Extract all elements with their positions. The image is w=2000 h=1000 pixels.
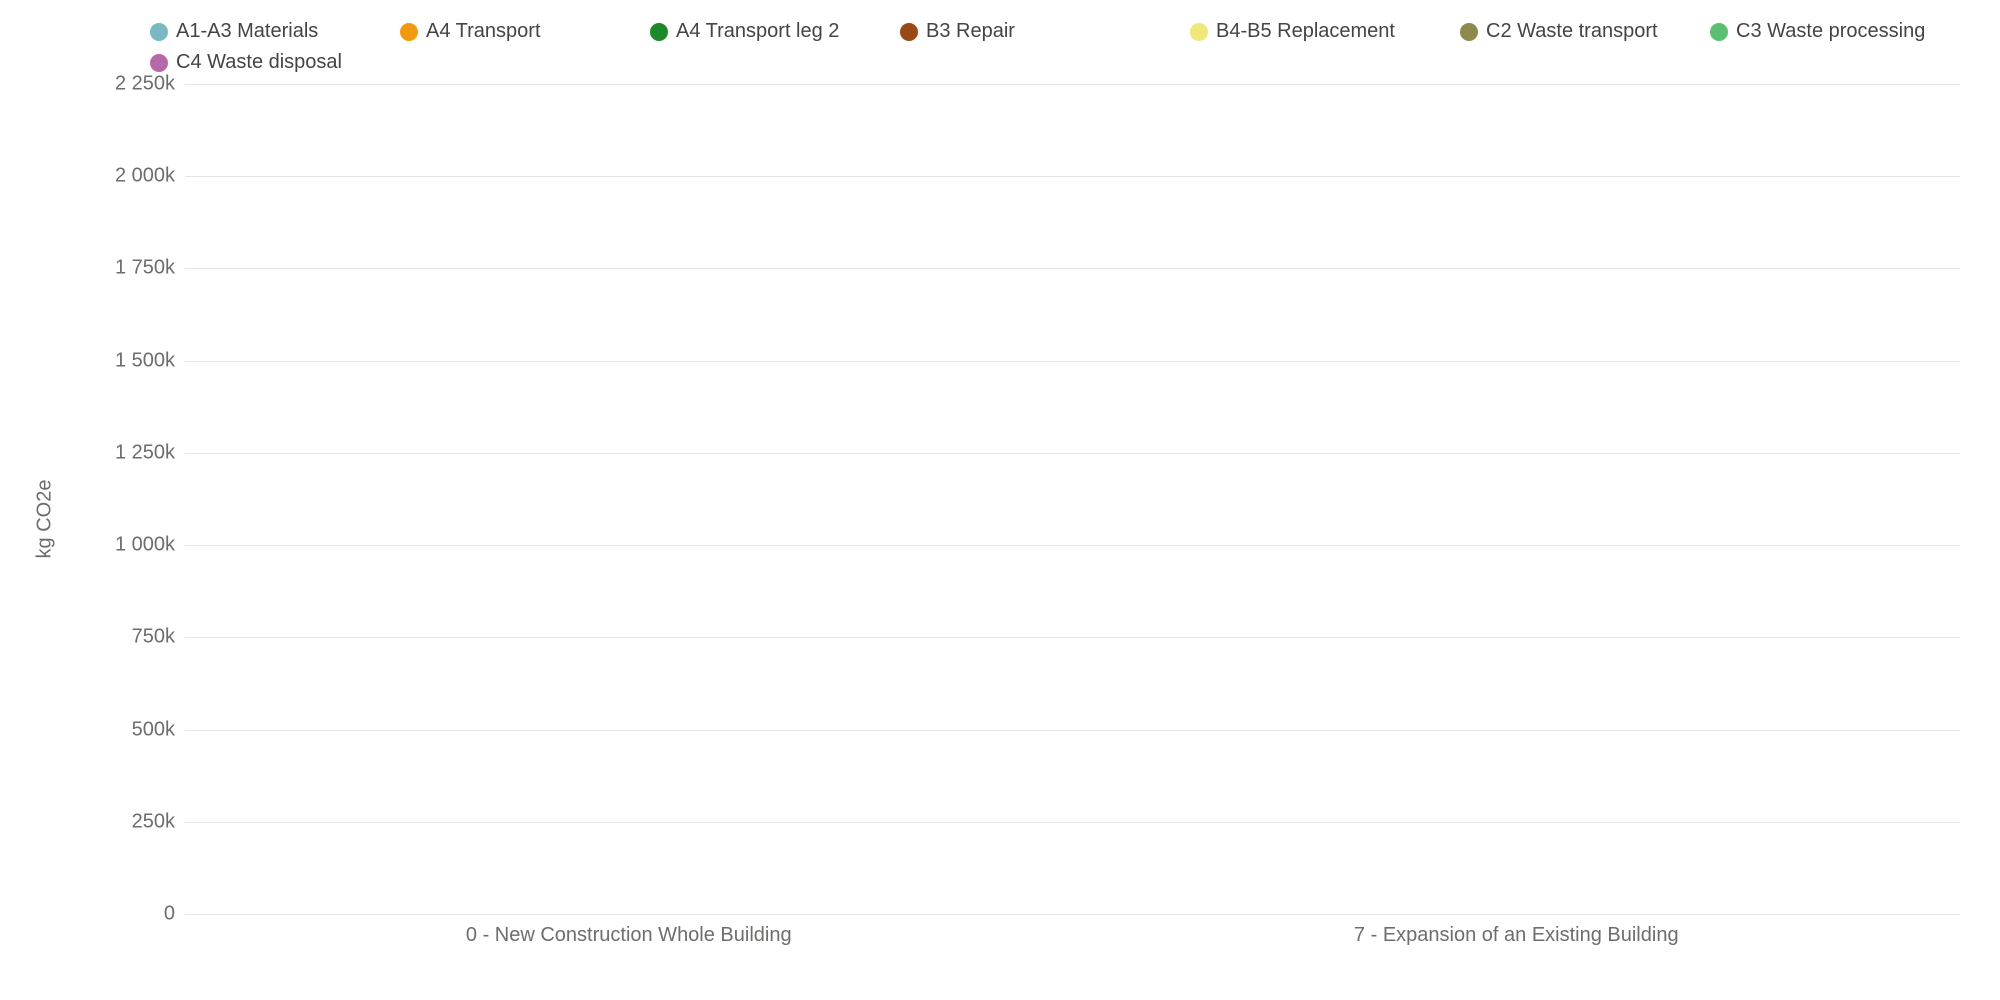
legend-label: B4-B5 Replacement — [1216, 20, 1395, 43]
y-tick-label: 250k — [132, 810, 175, 833]
legend-swatch — [900, 23, 918, 41]
gridline — [185, 545, 1960, 546]
legend-swatch — [150, 54, 168, 72]
x-axis-labels: 0 - New Construction Whole Building7 - E… — [185, 918, 1960, 954]
legend-label: C2 Waste transport — [1486, 20, 1658, 43]
y-axis-label: kg CO2e — [34, 480, 57, 559]
x-tick-label: 0 - New Construction Whole Building — [185, 918, 1073, 954]
gridline — [185, 453, 1960, 454]
legend-label: C3 Waste processing — [1736, 20, 1925, 43]
gridline — [185, 822, 1960, 823]
bar-slot — [185, 84, 1073, 914]
legend-label: B3 Repair — [926, 20, 1015, 43]
chart-legend: A1-A3 Materials A4 Transport A4 Transport … — [150, 20, 1970, 74]
legend-item-c3[interactable]: C3 Waste processing — [1710, 20, 1960, 43]
gridline — [185, 84, 1960, 85]
legend-item-b3[interactable]: B3 Repair — [900, 20, 1190, 43]
y-tick-label: 2 000k — [115, 165, 175, 188]
gridline — [185, 914, 1960, 915]
x-tick-label: 7 - Expansion of an Existing Building — [1073, 918, 1961, 954]
legend-item-a4[interactable]: A4 Transport — [400, 20, 650, 43]
y-tick-label: 1 750k — [115, 257, 175, 280]
legend-item-b4b5[interactable]: B4-B5 Replacement — [1190, 20, 1460, 43]
legend-swatch — [650, 23, 668, 41]
legend-label: A1-A3 Materials — [176, 20, 318, 43]
legend-swatch — [1710, 23, 1728, 41]
plot-area: 0250k500k750k1 000k1 250k1 500k1 750k2 0… — [185, 84, 1960, 914]
legend-item-a4l2[interactable]: A4 Transport leg 2 — [650, 20, 900, 43]
legend-swatch — [1190, 23, 1208, 41]
bars-container — [185, 84, 1960, 914]
y-tick-label: 2 250k — [115, 73, 175, 96]
legend-item-c2[interactable]: C2 Waste transport — [1460, 20, 1710, 43]
legend-swatch — [400, 23, 418, 41]
y-tick-label: 0 — [164, 903, 175, 926]
gridline — [185, 268, 1960, 269]
y-tick-label: 500k — [132, 718, 175, 741]
legend-item-c4[interactable]: C4 Waste disposal — [150, 51, 400, 74]
gridline — [185, 176, 1960, 177]
y-tick-label: 750k — [132, 626, 175, 649]
legend-swatch — [150, 23, 168, 41]
y-tick-label: 1 500k — [115, 349, 175, 372]
legend-item-a1a3[interactable]: A1-A3 Materials — [150, 20, 400, 43]
bar-slot — [1073, 84, 1961, 914]
gridline — [185, 361, 1960, 362]
legend-label: A4 Transport leg 2 — [676, 20, 839, 43]
chart-area: kg CO2e 0250k500k750k1 000k1 250k1 500k1… — [90, 84, 1970, 954]
y-tick-label: 1 250k — [115, 441, 175, 464]
legend-label: C4 Waste disposal — [176, 51, 342, 74]
legend-swatch — [1460, 23, 1478, 41]
gridline — [185, 637, 1960, 638]
legend-label: A4 Transport — [426, 20, 541, 43]
gridline — [185, 730, 1960, 731]
y-tick-label: 1 000k — [115, 534, 175, 557]
